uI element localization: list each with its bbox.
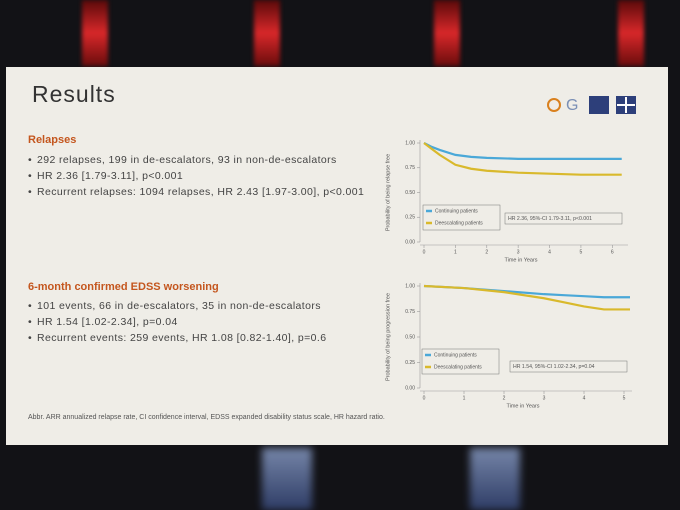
y-tick-label: 0.25 xyxy=(405,360,415,366)
bullet: 292 relapses, 199 in de-escalators, 93 i… xyxy=(28,153,368,167)
x-tick-label: 2 xyxy=(503,395,506,401)
logo xyxy=(547,98,561,112)
y-tick-label: 0.50 xyxy=(405,190,415,196)
x-tick-label: 4 xyxy=(583,395,586,401)
bullet: 101 events, 66 in de-escalators, 35 in n… xyxy=(28,299,368,313)
x-tick-label: 3 xyxy=(517,249,520,255)
y-tick-label: 0.75 xyxy=(405,165,415,171)
annotation: HR 2.36, 95%-CI 1.79-3.11, p<0.001 xyxy=(508,216,592,222)
stage-light xyxy=(470,448,520,510)
x-tick-label: 2 xyxy=(485,249,488,255)
x-tick-label: 1 xyxy=(454,249,457,255)
logo: G xyxy=(566,97,578,114)
annotation-box xyxy=(504,212,623,225)
stage-light xyxy=(262,448,312,510)
bullet: HR 1.54 [1.02-2.34], p=0.04 xyxy=(28,315,368,329)
y-tick-label: 0.25 xyxy=(405,215,415,221)
y-tick-label: 1.00 xyxy=(405,140,415,146)
stage-light xyxy=(82,0,108,66)
legend-box xyxy=(421,348,500,375)
x-tick-label: 3 xyxy=(543,395,546,401)
bullet: HR 2.36 [1.79-3.11], p<0.001 xyxy=(28,169,368,183)
footnote: Abbr. ARR annualized relapse rate, CI co… xyxy=(28,414,385,421)
stage-light xyxy=(434,0,460,66)
bullet-list: 292 relapses, 199 in de-escalators, 93 i… xyxy=(28,153,368,201)
x-tick-label: 1 xyxy=(463,395,466,401)
logo xyxy=(589,96,609,114)
legend-label: Deescalating patients xyxy=(435,220,483,226)
stage-light xyxy=(254,0,280,66)
x-tick-label: 5 xyxy=(623,395,626,401)
y-axis-label: Probability of being relapse free xyxy=(385,154,391,231)
x-axis-label: Time in Years xyxy=(506,403,539,409)
km-curve xyxy=(423,142,622,160)
legend-box xyxy=(422,204,501,231)
stage-light xyxy=(618,0,644,66)
annotation-box xyxy=(509,360,628,373)
legend-label: Continuing patients xyxy=(435,208,478,214)
logos: G xyxy=(547,96,636,114)
section-heading: 6-month confirmed EDSS worsening xyxy=(28,281,219,293)
x-axis-label: Time in Years xyxy=(504,257,537,263)
x-tick-label: 0 xyxy=(423,395,426,401)
y-tick-label: 1.00 xyxy=(405,283,415,289)
bullet-list: 101 events, 66 in de-escalators, 35 in n… xyxy=(28,299,368,347)
slide: Results G Relapses 292 relapses, 199 in … xyxy=(6,67,668,445)
y-tick-label: 0.75 xyxy=(405,309,415,315)
bullet: Recurrent relapses: 1094 relapses, HR 2.… xyxy=(28,185,368,199)
slide-title: Results xyxy=(32,81,116,107)
y-tick-label: 0.00 xyxy=(405,239,415,245)
legend-label: Deescalating patients xyxy=(434,364,482,370)
y-tick-label: 0.50 xyxy=(405,334,415,340)
annotation: HR 1.54, 95%-CI 1.02-2.34, p=0.04 xyxy=(513,364,595,370)
km-curve xyxy=(423,284,630,311)
section-heading: Relapses xyxy=(28,134,77,146)
bullet: Recurrent events: 259 events, HR 1.08 [0… xyxy=(28,331,368,345)
x-tick-label: 0 xyxy=(423,249,426,255)
km-curve xyxy=(423,142,622,176)
x-tick-label: 6 xyxy=(611,249,614,255)
legend-label: Continuing patients xyxy=(434,352,477,358)
y-axis-label: Probability of being progression free xyxy=(385,293,391,381)
x-tick-label: 4 xyxy=(548,249,551,255)
y-tick-label: 0.00 xyxy=(405,385,415,391)
x-tick-label: 5 xyxy=(580,249,583,255)
